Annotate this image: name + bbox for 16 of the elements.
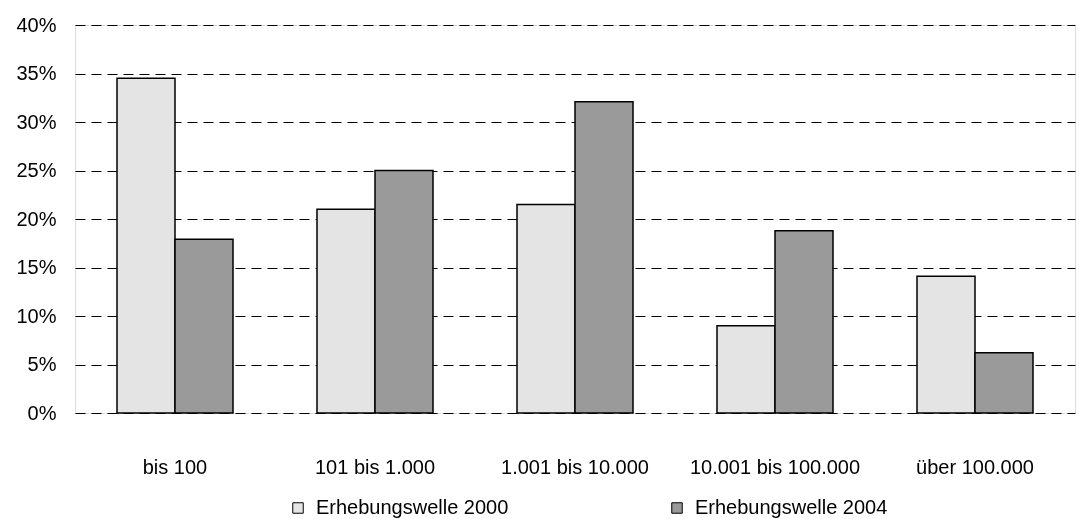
y-tick-label: 10% (16, 304, 57, 327)
legend-label: Erhebungswelle 2004 (695, 496, 888, 518)
x-tick-label: 101 bis 1.000 (314, 455, 436, 478)
y-tick-label: 35% (16, 62, 57, 84)
y-tick-label: 15% (16, 256, 57, 278)
x-tick-label: 1.001 bis 10.000 (501, 455, 649, 478)
y-tick-label: 30% (16, 110, 57, 133)
x-tick-label: über 100.000 (916, 455, 1034, 478)
y-tick-label: 20% (16, 207, 57, 230)
x-tick-label: 10.001 bis 100.000 (689, 455, 861, 478)
y-tick-label: 25% (16, 159, 57, 181)
legend-label: Erhebungswelle 2000 (316, 496, 509, 518)
x-tick-label: bis 100 (142, 455, 208, 478)
y-tick-label: 5% (27, 353, 57, 375)
y-tick-label: 40% (16, 13, 57, 36)
y-tick-label: 0% (27, 401, 57, 424)
